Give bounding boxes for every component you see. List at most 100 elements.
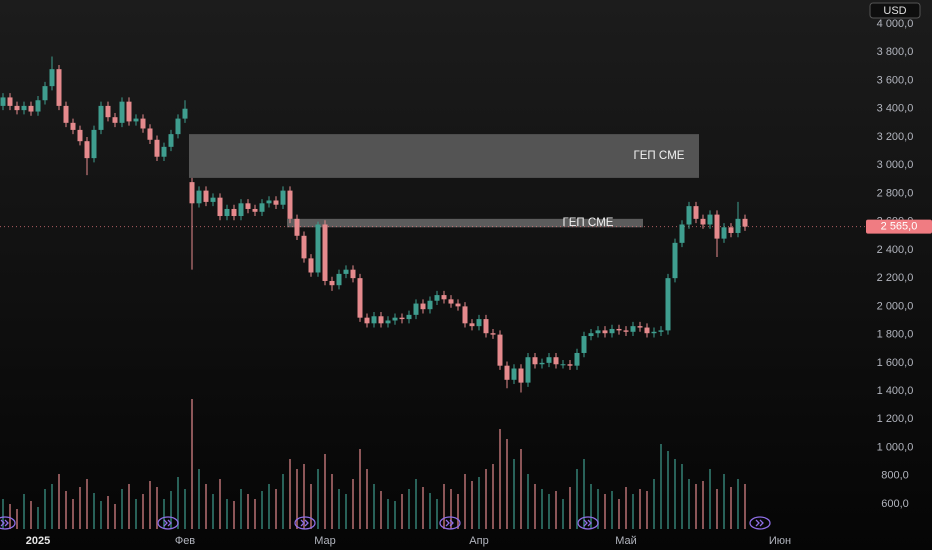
y-tick-label: 2 200,0 — [877, 272, 914, 284]
volume-bar — [107, 496, 109, 529]
candle-body — [140, 118, 146, 129]
currency-box — [869, 2, 921, 19]
volume-bar — [100, 501, 102, 529]
candle-body — [84, 141, 90, 159]
volume-bar — [541, 489, 543, 529]
candle-body — [182, 108, 188, 119]
candle-body — [385, 320, 391, 324]
candle-body — [42, 86, 48, 101]
candle-body — [238, 203, 244, 217]
candle-body — [553, 357, 559, 365]
candle-body — [308, 258, 314, 273]
y-tick-label: 1 400,0 — [877, 385, 914, 397]
candle-body — [273, 200, 279, 205]
volume-bar — [212, 494, 214, 529]
volume-bar — [177, 477, 179, 529]
candle-body — [189, 182, 195, 204]
volume-bar — [128, 484, 130, 529]
candle-body — [567, 364, 573, 366]
volume-bar — [611, 491, 613, 529]
candle-body — [294, 218, 300, 236]
volume-bar — [604, 494, 606, 529]
candle-body — [490, 333, 496, 335]
volume-bar — [436, 499, 438, 529]
candle-body — [70, 122, 76, 130]
candle-body — [504, 365, 510, 380]
candle-body — [119, 101, 125, 123]
candle-body — [28, 105, 34, 112]
candle-body — [651, 331, 657, 334]
y-tick-label: 3 600,0 — [877, 74, 914, 86]
volume-bar — [93, 493, 95, 529]
candle-body — [259, 203, 265, 212]
y-tick-label: 2 400,0 — [877, 244, 914, 256]
candle-body — [574, 352, 580, 366]
candle-body — [336, 273, 342, 286]
volume-bar — [667, 451, 669, 529]
volume-bar — [506, 439, 508, 529]
y-tick-label: 3 000,0 — [877, 159, 914, 171]
candle-body — [644, 327, 650, 334]
candle-body — [602, 330, 608, 334]
candle-body — [371, 316, 377, 324]
volume-bar — [639, 489, 641, 529]
candle-body — [714, 214, 720, 239]
candle-body — [539, 362, 545, 365]
candle-body — [630, 326, 636, 332]
candle-body — [231, 208, 237, 217]
volume-bar — [625, 487, 627, 529]
volume-bar — [408, 489, 410, 529]
volume-bar — [555, 491, 557, 529]
gap-zone — [287, 218, 643, 228]
y-tick-label: 1 200,0 — [877, 413, 914, 425]
candle-body — [511, 368, 517, 380]
candle-body — [700, 218, 706, 225]
y-tick-label: 1 600,0 — [877, 357, 914, 369]
x-tick-label: Май — [615, 535, 637, 547]
event-icons — [0, 516, 771, 530]
volume-bar — [149, 481, 151, 529]
candle-body — [168, 134, 174, 147]
candle-body — [406, 314, 412, 320]
candle-body — [217, 197, 223, 217]
volume-bar — [681, 464, 683, 529]
candle-body — [434, 295, 440, 301]
candle-body — [147, 128, 153, 140]
volume-bar — [317, 469, 319, 529]
volume-bar — [338, 489, 340, 529]
volume-bar — [695, 484, 697, 529]
candle-body — [672, 242, 678, 279]
volume-bar — [660, 444, 662, 529]
volume-bar — [170, 491, 172, 529]
volume-bar — [303, 464, 305, 529]
candle-body — [91, 129, 97, 159]
volume-bar — [674, 459, 676, 529]
volume-bar — [205, 484, 207, 529]
volume-bar — [268, 484, 270, 529]
volume-bar — [156, 487, 158, 529]
volume-bar — [331, 474, 333, 529]
currency: USD — [883, 5, 906, 17]
volume-bar — [429, 493, 431, 529]
volume-bar — [121, 489, 123, 529]
x-tick-label: Июн — [769, 535, 791, 547]
volume-bar — [471, 481, 473, 529]
candle-body — [224, 208, 230, 217]
volume-bar — [394, 501, 396, 529]
volume-bar — [653, 479, 655, 529]
volume-bar — [261, 491, 263, 529]
candle-body — [609, 328, 615, 334]
volume-bar — [310, 484, 312, 529]
x-tick-label: Апр — [469, 535, 488, 547]
volume-bar — [163, 499, 165, 529]
candle-body — [126, 101, 132, 122]
volume-bar — [240, 489, 242, 529]
volume-bar — [296, 469, 298, 529]
volume-bar — [415, 479, 417, 529]
candle-body — [133, 118, 139, 122]
candle-body — [203, 190, 209, 202]
candle-body — [35, 100, 41, 112]
candle-body — [266, 200, 272, 204]
candle-body — [77, 129, 83, 142]
